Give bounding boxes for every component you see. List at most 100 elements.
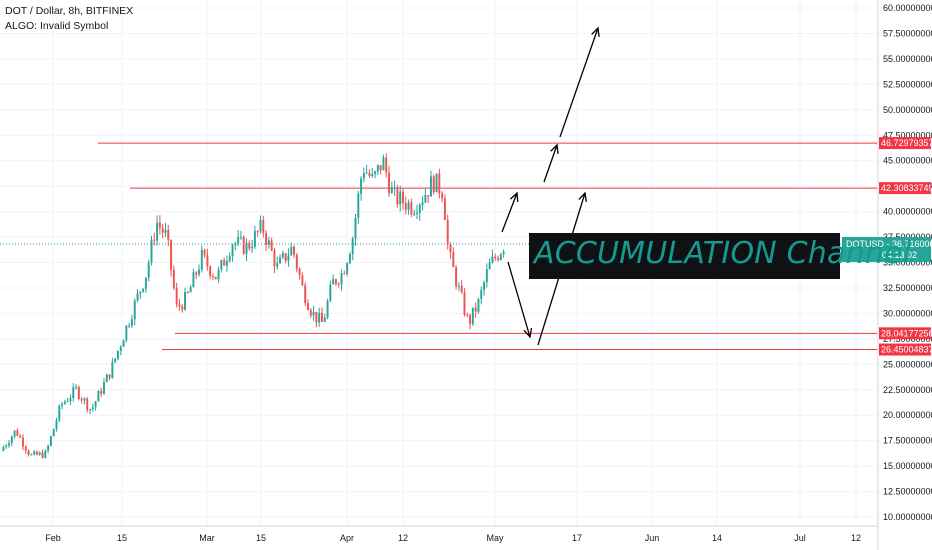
arrow-head bbox=[591, 26, 600, 38]
candle-body bbox=[237, 236, 240, 244]
candle-body bbox=[136, 293, 139, 301]
candle-body bbox=[351, 238, 354, 255]
candle-body bbox=[315, 311, 318, 323]
price-tick-label: 20.00000000 bbox=[883, 410, 932, 420]
candle-body bbox=[184, 292, 187, 310]
candle-body bbox=[452, 252, 455, 268]
candle-body bbox=[497, 258, 499, 260]
candle-body bbox=[460, 285, 463, 293]
price-tick-label: 45.00000000 bbox=[883, 156, 932, 166]
candle-body bbox=[178, 304, 181, 307]
candle-body bbox=[83, 398, 86, 401]
candle-body bbox=[24, 446, 27, 451]
candle-body bbox=[393, 187, 396, 189]
candle-body bbox=[214, 276, 217, 280]
candle-body bbox=[94, 401, 97, 408]
candle-body bbox=[323, 317, 326, 322]
candle-body bbox=[5, 445, 8, 448]
candle-body bbox=[172, 269, 175, 288]
price-tick-label: 35.00000000 bbox=[883, 258, 932, 268]
candle-body bbox=[265, 233, 268, 245]
candle-body bbox=[329, 284, 332, 302]
candle-body bbox=[348, 254, 351, 264]
candle-body bbox=[89, 409, 92, 411]
time-axis[interactable]: Feb 15 Mar 15 Apr 12 May 17 Jun 14 Jul 12 bbox=[0, 525, 878, 543]
candle-body bbox=[301, 275, 304, 286]
candle-body bbox=[225, 260, 228, 266]
candle-body bbox=[8, 443, 10, 446]
price-tick-label: 52.50000000 bbox=[883, 79, 932, 89]
price-tick-label: 55.00000000 bbox=[883, 54, 932, 64]
price-tick-label: 17.50000000 bbox=[883, 436, 932, 446]
candle-body bbox=[267, 240, 270, 245]
arrow-head bbox=[550, 143, 559, 155]
candle-body bbox=[47, 445, 50, 451]
level-price-tag bbox=[879, 182, 931, 195]
candle-body bbox=[318, 312, 321, 323]
candle-body bbox=[66, 401, 69, 403]
candle-body bbox=[413, 213, 416, 215]
time-tick-label: Feb bbox=[45, 533, 61, 543]
candle-body bbox=[2, 447, 5, 451]
trend-arrow bbox=[501, 192, 518, 233]
candle-body bbox=[116, 350, 119, 359]
candle-body bbox=[239, 236, 242, 238]
candle-body bbox=[150, 239, 153, 263]
price-tick-label: 12.50000000 bbox=[883, 487, 932, 497]
candle-body bbox=[142, 288, 145, 292]
level-price-tag-text: 26.45004837 bbox=[881, 345, 932, 355]
level-price-tag-text: 28.04177256 bbox=[881, 328, 932, 338]
candle-body bbox=[346, 263, 349, 274]
candle-body bbox=[164, 229, 167, 233]
accumulation-banner: ACCUMULATION Channel bbox=[529, 233, 911, 279]
price-tags: 46.72979357 42.30833749 28.04177256 26.4500… bbox=[842, 137, 932, 356]
candle-body bbox=[16, 430, 19, 436]
candle-body bbox=[273, 250, 276, 267]
candle-body bbox=[298, 268, 301, 276]
candle-body bbox=[77, 386, 80, 399]
candle-body bbox=[19, 435, 22, 438]
candle-body bbox=[371, 174, 374, 177]
time-tick-label: 15 bbox=[256, 533, 266, 543]
candle-body bbox=[466, 314, 469, 316]
candle-body bbox=[72, 387, 75, 398]
symbol-title[interactable]: DOT / Dollar, 8h, BITFINEX bbox=[5, 5, 134, 17]
candle-body bbox=[374, 171, 377, 175]
candle-body bbox=[354, 218, 357, 239]
banner-text: ACCUMULATION Channel bbox=[534, 236, 912, 271]
candle-body bbox=[80, 398, 83, 401]
candle-body bbox=[390, 188, 393, 194]
candle-body bbox=[337, 283, 340, 285]
candle-body bbox=[396, 187, 399, 205]
candle-body bbox=[357, 193, 360, 219]
price-countdown: 04:13:02 bbox=[882, 250, 917, 260]
trend-arrow bbox=[543, 144, 558, 183]
price-axis[interactable]: 60.00000000 57.50000000 55.00000000 52.5000… bbox=[877, 0, 932, 550]
indicator-error[interactable]: ALGO: Invalid Symbol bbox=[5, 20, 109, 32]
candle-body bbox=[385, 157, 388, 173]
candle-body bbox=[167, 229, 170, 240]
candle-body bbox=[27, 450, 30, 455]
candle-body bbox=[147, 262, 150, 278]
candle-body bbox=[44, 450, 47, 458]
candle-body bbox=[13, 430, 16, 437]
candle-body bbox=[217, 269, 220, 280]
candle-body bbox=[186, 292, 189, 294]
candle-body bbox=[402, 191, 404, 204]
candle-body bbox=[256, 231, 259, 233]
candle-body bbox=[287, 255, 290, 261]
candle-body bbox=[248, 242, 251, 249]
candle-body bbox=[418, 205, 421, 213]
candle-body bbox=[130, 319, 133, 326]
candle-body bbox=[469, 315, 472, 324]
candle-body bbox=[502, 251, 505, 255]
candle-body bbox=[499, 254, 502, 260]
candle-body bbox=[457, 285, 460, 287]
candle-body bbox=[128, 325, 131, 327]
candle-body bbox=[326, 301, 329, 318]
candle-body bbox=[122, 340, 125, 347]
candle-body bbox=[415, 212, 418, 214]
price-tick-label: 22.50000000 bbox=[883, 385, 932, 395]
candle-body bbox=[206, 255, 209, 267]
